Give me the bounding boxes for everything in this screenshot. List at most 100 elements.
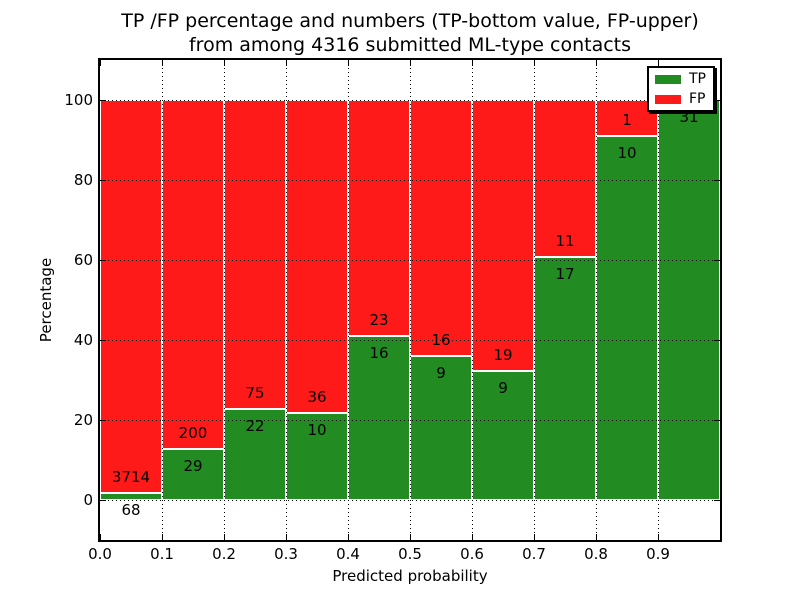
y-tick-label: 60 xyxy=(73,251,93,269)
y-axis-label: Percentage xyxy=(37,257,55,343)
y-tick-right xyxy=(714,180,720,181)
x-tick-top xyxy=(348,60,349,66)
plot-area xyxy=(98,58,722,542)
x-tick-bottom xyxy=(162,534,163,540)
tp-count-label: 31 xyxy=(679,108,699,126)
y-tick-label: 20 xyxy=(73,411,93,429)
x-tick-top xyxy=(658,60,659,66)
fp-count-label: 1 xyxy=(622,111,632,130)
fp-count-label: 23 xyxy=(369,310,389,329)
gridline-horizontal xyxy=(100,420,720,421)
y-tick-label: 80 xyxy=(73,171,93,189)
y-tick-left xyxy=(100,100,106,101)
fp-count-label: 75 xyxy=(245,384,265,403)
x-tick-bottom xyxy=(472,534,473,540)
bar-tp-6 xyxy=(472,371,534,500)
legend-row-tp: TP xyxy=(655,70,707,87)
bar-fp-1 xyxy=(162,100,224,450)
tp-count-label: 9 xyxy=(498,379,508,398)
tp-legend-swatch xyxy=(655,74,681,84)
fp-count-label: 36 xyxy=(307,388,327,407)
chart-title: TP /FP percentage and numbers (TP-bottom… xyxy=(0,9,800,57)
tp-count-label: 10 xyxy=(307,421,327,440)
x-tick-bottom xyxy=(224,534,225,540)
x-tick-bottom xyxy=(100,534,101,540)
fp-count-label: 19 xyxy=(493,346,513,365)
y-tick-left xyxy=(100,500,106,501)
x-tick-label: 0.2 xyxy=(212,545,236,563)
chart-title-line2: from among 4316 submitted ML-type contac… xyxy=(188,34,632,56)
bar-fp-4 xyxy=(348,100,410,336)
bar-tp-1 xyxy=(162,449,224,500)
gridline-horizontal xyxy=(100,340,720,341)
bar-tp-7 xyxy=(534,257,596,500)
tp-count-label: 68 xyxy=(121,500,141,519)
legend: TP FP xyxy=(647,66,715,112)
x-tick-top xyxy=(286,60,287,66)
gridline-vertical xyxy=(534,60,535,540)
tp-count-label: 22 xyxy=(245,417,265,436)
gridline-vertical xyxy=(658,60,659,540)
tp-count-label: 16 xyxy=(369,343,389,362)
gridline-horizontal xyxy=(100,500,720,501)
bar-tp-3 xyxy=(286,413,348,500)
tp-count-label: 9 xyxy=(436,364,446,382)
gridline-vertical xyxy=(410,60,411,540)
bar-fp-2 xyxy=(224,100,286,410)
fp-count-label: 200 xyxy=(178,424,208,443)
x-tick-bottom xyxy=(348,534,349,540)
fp-count-label: 11 xyxy=(555,232,575,251)
fp-legend-swatch xyxy=(655,94,681,104)
x-tick-label: 0.0 xyxy=(88,545,112,563)
bar-tp-0 xyxy=(100,492,162,500)
x-tick-label: 0.7 xyxy=(522,545,546,563)
fp-count-label: 16 xyxy=(431,331,451,349)
bar-tp-5 xyxy=(410,356,472,500)
bar-fp-7 xyxy=(534,100,596,258)
gridline-vertical xyxy=(162,60,163,540)
bar-tp-4 xyxy=(348,335,410,500)
gridline-vertical xyxy=(472,60,473,540)
gridline-vertical xyxy=(348,60,349,540)
x-tick-bottom xyxy=(658,534,659,540)
tp-legend-label: TP xyxy=(689,70,706,87)
x-tick-top xyxy=(224,60,225,66)
y-tick-right xyxy=(714,100,720,101)
x-tick-bottom xyxy=(596,534,597,540)
tp-count-label: 29 xyxy=(183,457,203,476)
y-tick-right xyxy=(714,340,720,341)
y-tick-left xyxy=(100,340,106,341)
x-tick-top xyxy=(472,60,473,66)
x-tick-label: 0.5 xyxy=(398,545,422,563)
y-tick-right xyxy=(714,420,720,421)
x-axis-label: Predicted probability xyxy=(332,567,488,585)
tp-count-label: 17 xyxy=(555,265,575,284)
gridline-horizontal xyxy=(100,180,720,181)
gridline-vertical xyxy=(286,60,287,540)
x-tick-top xyxy=(596,60,597,66)
x-tick-bottom xyxy=(410,534,411,540)
chart-title-line1: TP /FP percentage and numbers (TP-bottom… xyxy=(121,10,699,32)
bar-fp-3 xyxy=(286,100,348,414)
x-tick-label: 0.6 xyxy=(460,545,484,563)
bar-fp-0 xyxy=(100,100,162,493)
y-tick-label: 100 xyxy=(64,91,93,109)
gridline-vertical xyxy=(224,60,225,540)
x-tick-top xyxy=(534,60,535,66)
y-tick-right xyxy=(714,260,720,261)
x-tick-label: 0.4 xyxy=(336,545,360,563)
fp-legend-label: FP xyxy=(689,90,706,107)
y-tick-left xyxy=(100,180,106,181)
x-tick-label: 0.3 xyxy=(274,545,298,563)
x-tick-label: 0.1 xyxy=(150,545,174,563)
bar-fp-6 xyxy=(472,100,534,372)
y-tick-left xyxy=(100,420,106,421)
y-tick-left xyxy=(100,260,106,261)
fp-count-label: 3714 xyxy=(111,467,151,486)
legend-row-fp: FP xyxy=(655,90,707,107)
gridline-vertical xyxy=(596,60,597,540)
x-tick-top xyxy=(162,60,163,66)
y-tick-right xyxy=(714,500,720,501)
tp-count-label: 10 xyxy=(617,144,637,163)
x-tick-label: 0.8 xyxy=(584,545,608,563)
